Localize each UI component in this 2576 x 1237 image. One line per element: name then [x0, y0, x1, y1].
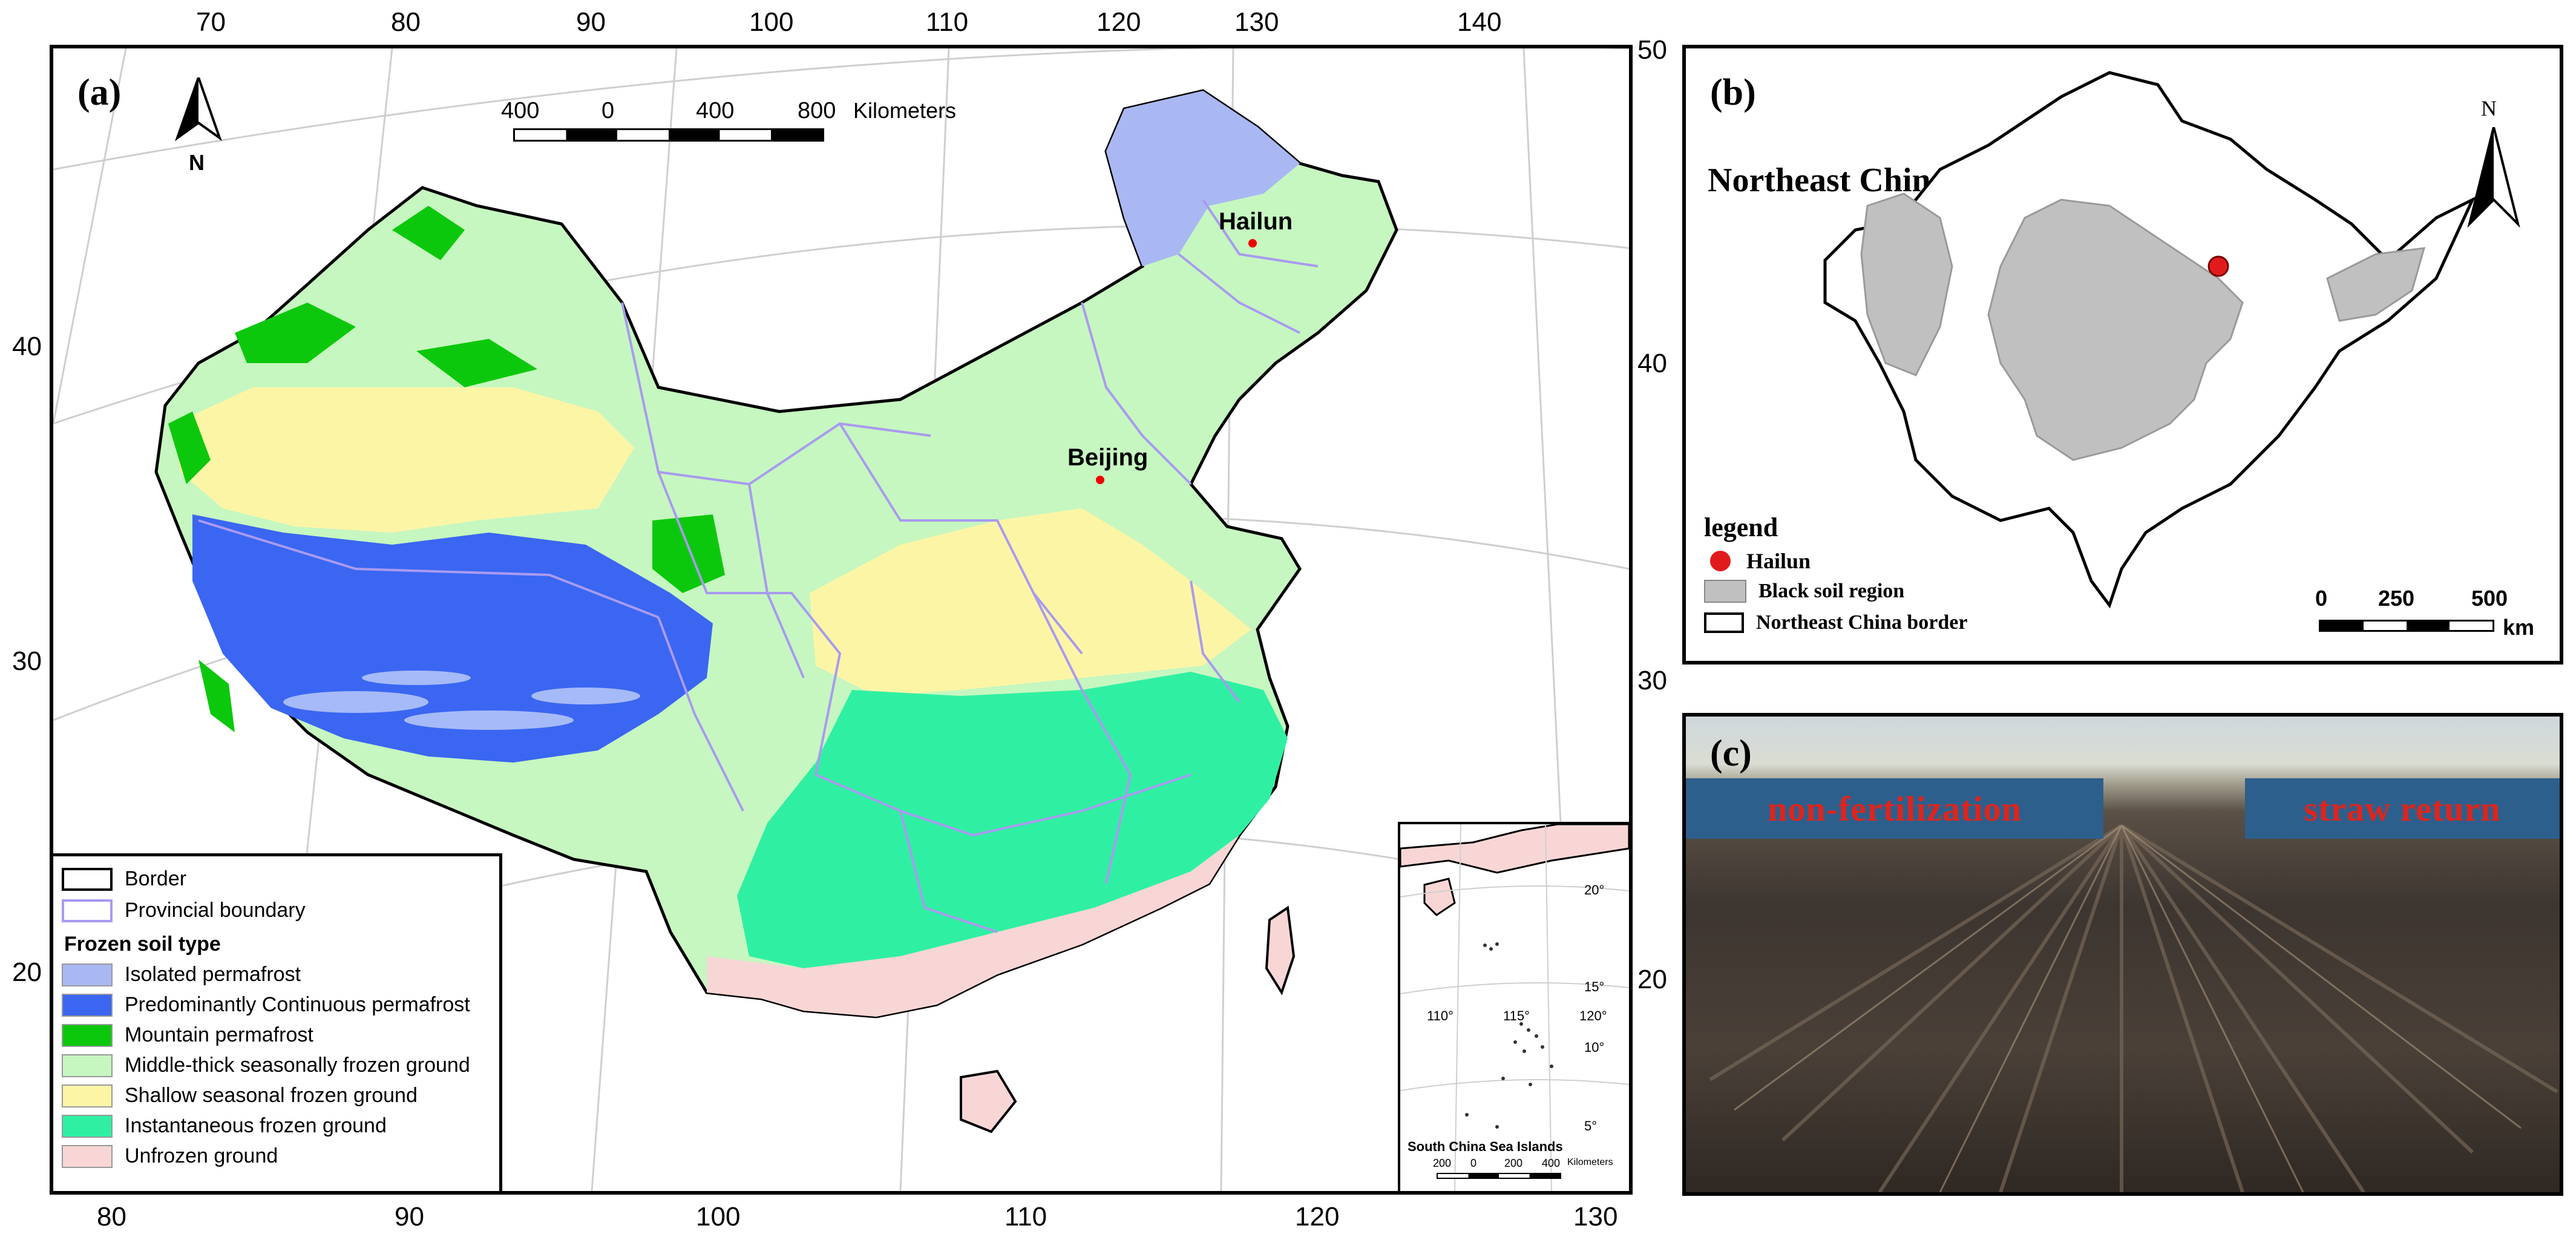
border-swatch [1704, 612, 1744, 633]
provincial-boundaries [198, 199, 1319, 933]
scale-unit: Kilometers [853, 98, 957, 123]
legend-item: Mountain permafrost [62, 1023, 313, 1047]
shallow-seasonal-zone-east [810, 508, 1251, 696]
lat-tick-right: 20 [1637, 965, 1667, 994]
lon-tick-top: 80 [391, 7, 421, 37]
lat-tick-left: 40 [12, 332, 42, 361]
scalebar-b: 0 250 500 km [2315, 586, 2557, 658]
city-label-hailun: Hailun [1219, 208, 1293, 235]
lon-tick-bottom: 100 [696, 1202, 741, 1232]
black-soil-region-west [1860, 192, 1953, 376]
beijing-marker [1096, 476, 1104, 484]
black-soil-region-east [2326, 247, 2426, 322]
legend-item: Shallow seasonal frozen ground [62, 1084, 418, 1107]
legend-b-black-soil: Black soil region [1704, 580, 1904, 603]
inset-map [1400, 824, 1629, 1191]
lon-tick-top: 70 [196, 7, 226, 37]
inset-lat-tick: 5° [1584, 1118, 1598, 1134]
north-arrow-icon [2467, 127, 2520, 228]
legend-item: Isolated permafrost [62, 963, 301, 986]
map-legend: Border Provincial boundary Frozen soil t… [53, 853, 502, 1191]
lat-tick-right: 30 [1637, 666, 1667, 695]
legend-b-border: Northeast China border [1704, 611, 1967, 634]
lat-tick-left: 30 [12, 646, 42, 676]
panel-c-photo: (c) non-fertilization straw return [1682, 713, 2563, 1196]
inset-lon-tick: 115° [1503, 1008, 1530, 1023]
lat-tick-left: 20 [12, 957, 42, 987]
hailun-marker [1248, 239, 1257, 248]
hailun-point [2207, 255, 2229, 277]
inset-lat-tick: 15° [1584, 979, 1605, 994]
scale-tick-label: 250 [2378, 586, 2415, 611]
shallow-seasonal-zone-west [174, 387, 634, 533]
scale-tick-label: 400 [501, 98, 540, 123]
hainan-island [960, 1069, 1017, 1134]
legend-provincial-boundary: Provincial boundary [62, 899, 306, 922]
black-soil-swatch [1704, 580, 1746, 603]
legend-item: Middle-thick seasonally frozen ground [62, 1054, 470, 1077]
lon-tick-bottom: 110 [1005, 1202, 1047, 1232]
panel-c-label: (c) [1710, 733, 1752, 774]
legend-item: Predominantly Continuous permafrost [62, 993, 470, 1017]
south-china-sea-inset: 20° 15° 10° 5° 110° 115° 120° South Chin… [1398, 822, 1629, 1191]
inset-lon-tick: 110° [1427, 1008, 1454, 1023]
isolated-permafrost-zone [1106, 91, 1300, 266]
lon-tick-bottom: 90 [395, 1202, 424, 1232]
scalebar: 400 0 400 800 Kilometers [501, 98, 956, 146]
scale-tick-label: 0 [2315, 586, 2328, 611]
lon-tick-bottom: 130 [1573, 1202, 1618, 1232]
north-label-b: N [2481, 96, 2497, 120]
panel-a-map: (a) N 400 0 400 800 Kilometers Hailun Be… [50, 45, 1633, 1195]
banner-non-fertilization: non-fertilization [1686, 778, 2103, 839]
inset-scale: 200 0 200 400 Kilometers [1433, 1157, 1627, 1187]
lon-tick-top: 140 [1457, 7, 1502, 37]
legend-item: Unfrozen ground [62, 1144, 278, 1168]
scale-tick-label: 500 [2471, 586, 2508, 611]
lon-tick-bottom: 120 [1295, 1202, 1340, 1232]
black-soil-region-shape [1987, 199, 2244, 461]
legend-title-b: legend [1704, 513, 1778, 542]
instantaneous-frozen-zone [737, 672, 1288, 968]
lon-tick-bottom: 80 [97, 1202, 126, 1232]
north-label: N [189, 150, 205, 175]
scale-tick-label: 400 [696, 98, 735, 123]
legend-b-hailun: Hailun [1710, 548, 1811, 574]
scale-tick-label: 800 [798, 98, 836, 123]
inset-title: South China Sea Islands [1408, 1139, 1563, 1154]
panel-b-title: Northeast China [1708, 162, 1948, 199]
lon-tick-top: 130 [1234, 7, 1279, 37]
legend-frozen-title: Frozen soil type [64, 933, 221, 956]
scale-tick-label: 0 [601, 98, 615, 123]
panel-b-map: (b) Northeast China N legend Hailun Blac… [1682, 45, 2563, 664]
mountain-permafrost-zones [168, 206, 725, 732]
lat-tick-right: 40 [1637, 349, 1667, 378]
scale-unit-b: km [2503, 615, 2535, 640]
taiwan-island [1265, 905, 1296, 996]
permafrost-patches [283, 671, 640, 730]
banner-straw-return: straw return [2245, 778, 2560, 839]
inset-lat-tick: 20° [1584, 882, 1605, 897]
inset-lon-tick: 120° [1579, 1008, 1607, 1023]
panel-a-label: (a) [77, 72, 122, 113]
city-label-beijing: Beijing [1067, 444, 1149, 471]
legend-border: Border [62, 867, 186, 891]
lat-tick-right: 50 [1637, 35, 1667, 65]
lon-tick-top: 120 [1096, 7, 1141, 37]
lon-tick-top: 90 [576, 7, 606, 37]
inset-lat-tick: 10° [1584, 1040, 1605, 1055]
china-frozen-soil-map [53, 48, 1629, 1191]
legend-item: Instantaneous frozen ground [62, 1114, 387, 1138]
lon-tick-top: 100 [749, 7, 794, 37]
north-arrow-icon [175, 77, 222, 142]
hailun-legend-icon [1710, 551, 1731, 571]
panel-b-label: (b) [1710, 72, 1756, 113]
northeast-china-map [1823, 71, 2476, 609]
lon-tick-top: 110 [926, 7, 969, 37]
unfrozen-zone [707, 835, 1239, 1017]
